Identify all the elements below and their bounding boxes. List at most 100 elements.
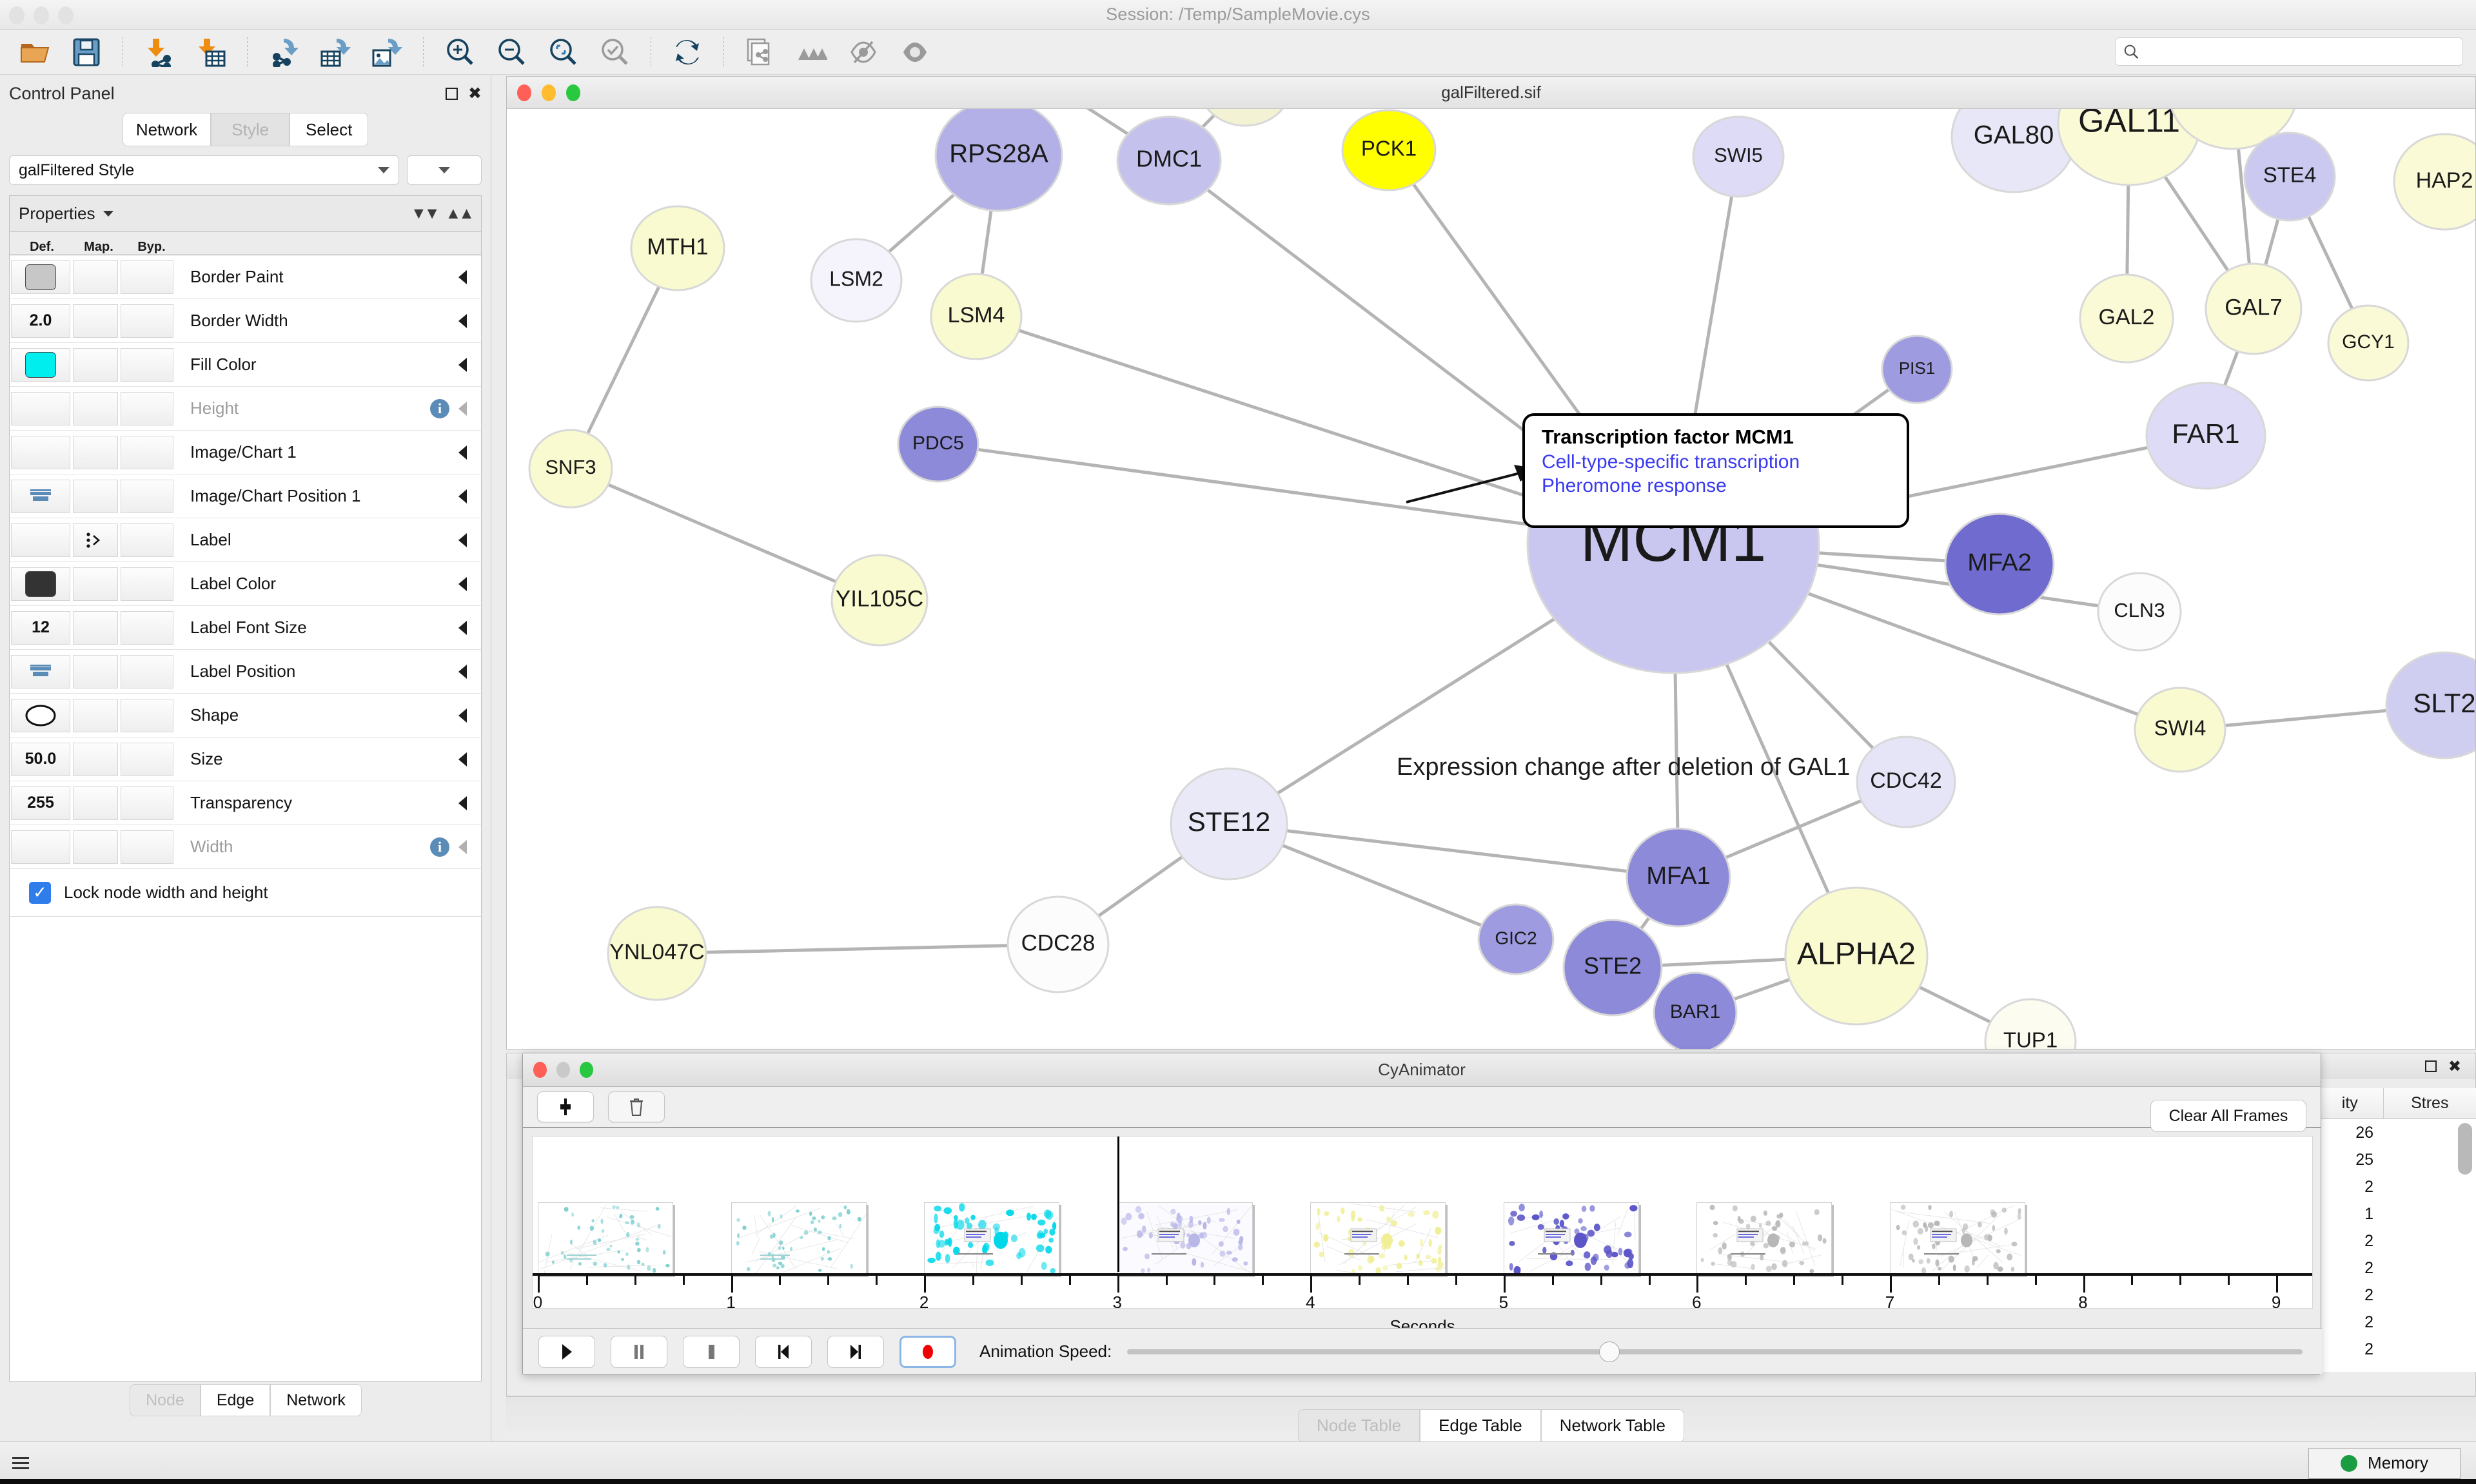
table-row[interactable]: 1 [2317, 1200, 2476, 1227]
network-node-MTH1[interactable]: MTH1 [630, 205, 725, 291]
network-node-PIS1[interactable]: PIS1 [1881, 335, 1953, 404]
timeline-frame[interactable] [924, 1202, 1060, 1274]
tab-network[interactable]: Network [122, 113, 211, 146]
timeline-frame[interactable] [538, 1202, 673, 1274]
chevron-left-icon[interactable] [458, 708, 467, 723]
hide-edges-icon[interactable] [838, 32, 889, 72]
property-default-cell[interactable] [11, 523, 70, 557]
property-mapping-cell[interactable] [73, 654, 118, 688]
chevron-left-icon[interactable] [458, 401, 467, 416]
close-window-dot[interactable] [9, 6, 25, 24]
network-node-STE4[interactable]: STE4 [2243, 132, 2336, 222]
zoom-fit-icon[interactable] [537, 32, 589, 72]
play-button[interactable] [538, 1335, 595, 1368]
property-bypass-cell[interactable] [121, 391, 173, 425]
scrollbar-thumb[interactable] [2458, 1123, 2472, 1175]
chevron-left-icon[interactable] [458, 664, 467, 679]
property-bypass-cell[interactable] [121, 742, 173, 776]
network-node-GAL7[interactable]: GAL7 [2205, 262, 2303, 355]
property-bypass-cell[interactable] [121, 523, 173, 557]
network-node-GAL2[interactable]: GAL2 [2079, 273, 2174, 364]
table-row[interactable]: 2 [2317, 1336, 2476, 1363]
property-default-cell[interactable]: 2.0 [11, 304, 70, 338]
chevron-left-icon[interactable] [458, 489, 467, 503]
close-icon[interactable]: ✖ [468, 84, 482, 103]
property-bypass-cell[interactable] [121, 260, 173, 294]
search-input[interactable] [2144, 43, 2455, 61]
property-default-cell[interactable] [11, 567, 70, 601]
network-node-CDC42[interactable]: CDC42 [1856, 736, 1956, 828]
property-mapping-cell[interactable] [73, 742, 118, 776]
property-row[interactable]: Height i [10, 387, 481, 431]
property-bypass-cell[interactable] [121, 435, 173, 469]
table-row[interactable]: 25 [2317, 1146, 2476, 1173]
network-node-GAL4[interactable] [2168, 109, 2297, 150]
chevron-left-icon[interactable] [458, 620, 467, 635]
property-mapping-cell[interactable] [73, 698, 118, 732]
delete-frame-button[interactable] [608, 1091, 665, 1122]
property-default-cell[interactable] [11, 391, 70, 425]
network-window-controls[interactable] [517, 84, 580, 101]
property-row[interactable]: 2.0 Border Width [10, 299, 481, 343]
annotation-box[interactable]: Transcription factor MCM1 Cell-type-spec… [1522, 413, 1909, 528]
close-window-dot[interactable] [517, 84, 531, 101]
property-bypass-cell[interactable] [121, 830, 173, 864]
property-mapping-cell[interactable] [73, 435, 118, 469]
maximize-window-dot[interactable] [566, 84, 580, 101]
search-box[interactable] [2115, 37, 2463, 66]
property-mapping-cell[interactable] [73, 304, 118, 338]
property-row[interactable]: Fill Color [10, 343, 481, 387]
zoom-in-icon[interactable] [434, 32, 486, 72]
network-node-GCY1[interactable]: GCY1 [2327, 304, 2410, 382]
table-row[interactable]: 2 [2317, 1173, 2476, 1200]
property-mapping-cell[interactable] [73, 567, 118, 601]
property-row[interactable]: Image/Chart 1 [10, 431, 481, 474]
tab-style[interactable]: Style [211, 113, 290, 146]
network-edge[interactable] [656, 942, 1059, 955]
property-mapping-cell[interactable] [73, 830, 118, 864]
property-row[interactable]: Label Color [10, 562, 481, 606]
chevron-left-icon[interactable] [458, 357, 467, 372]
property-default-cell[interactable] [11, 654, 70, 688]
lock-node-size-row[interactable]: ✓ Lock node width and height [10, 869, 481, 917]
network-node-SLT2[interactable]: SLT2 [2385, 651, 2475, 759]
network-node-DCP1[interactable]: DCP1 [1199, 109, 1292, 127]
stop-button[interactable] [683, 1335, 740, 1368]
network-canvas[interactable]: RPS28BDCP1RPS28ADMC1PCK1SWI5GAL80GAL11ST… [507, 109, 2475, 1049]
info-icon[interactable]: i [430, 837, 449, 857]
slider-knob[interactable] [1598, 1341, 1620, 1362]
maximize-window-dot[interactable] [580, 1062, 593, 1078]
property-mapping-cell[interactable] [73, 391, 118, 425]
network-node-LSM4[interactable]: LSM4 [930, 273, 1023, 360]
property-default-cell[interactable] [11, 347, 70, 382]
previous-frame-button[interactable] [755, 1335, 812, 1368]
collapse-all-icon[interactable]: ▼▼ [411, 204, 440, 222]
chevron-left-icon[interactable] [458, 269, 467, 284]
property-default-cell[interactable]: 255 [11, 786, 70, 820]
import-table-icon[interactable] [185, 32, 237, 72]
close-icon[interactable]: ✖ [2448, 1057, 2461, 1075]
chevron-left-icon[interactable] [458, 313, 467, 328]
column-header-stress[interactable]: Stres [2411, 1094, 2449, 1112]
tab-node-table[interactable]: Node Table [1298, 1409, 1420, 1443]
next-frame-button[interactable] [827, 1335, 884, 1368]
network-node-PDC5[interactable]: PDC5 [897, 405, 979, 483]
property-bypass-cell[interactable] [121, 786, 173, 820]
property-mapping-cell[interactable] [73, 523, 118, 557]
network-node-SWI4[interactable]: SWI4 [2134, 687, 2226, 773]
memory-status-button[interactable]: Memory [2308, 1447, 2461, 1479]
property-bypass-cell[interactable] [121, 479, 173, 513]
network-node-SWI5[interactable]: SWI5 [1692, 115, 1785, 198]
playhead[interactable] [1117, 1137, 1119, 1272]
property-bypass-cell[interactable] [121, 347, 173, 382]
property-bypass-cell[interactable] [121, 567, 173, 601]
maximize-icon[interactable] [2424, 1060, 2437, 1072]
zoom-out-icon[interactable] [486, 32, 537, 72]
tab-select[interactable]: Select [290, 113, 369, 146]
property-default-cell[interactable] [11, 479, 70, 513]
property-row[interactable]: Label [10, 518, 481, 562]
tab-network-table[interactable]: Network Table [1540, 1409, 1684, 1443]
network-node-GAL80[interactable]: GAL80 [1950, 109, 2077, 193]
maximize-icon[interactable] [446, 87, 458, 100]
new-network-icon[interactable] [734, 32, 786, 72]
